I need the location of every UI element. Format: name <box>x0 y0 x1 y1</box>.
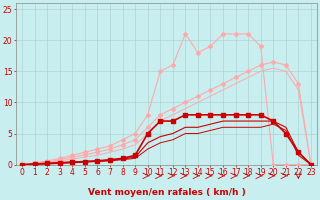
X-axis label: Vent moyen/en rafales ( km/h ): Vent moyen/en rafales ( km/h ) <box>88 188 245 197</box>
